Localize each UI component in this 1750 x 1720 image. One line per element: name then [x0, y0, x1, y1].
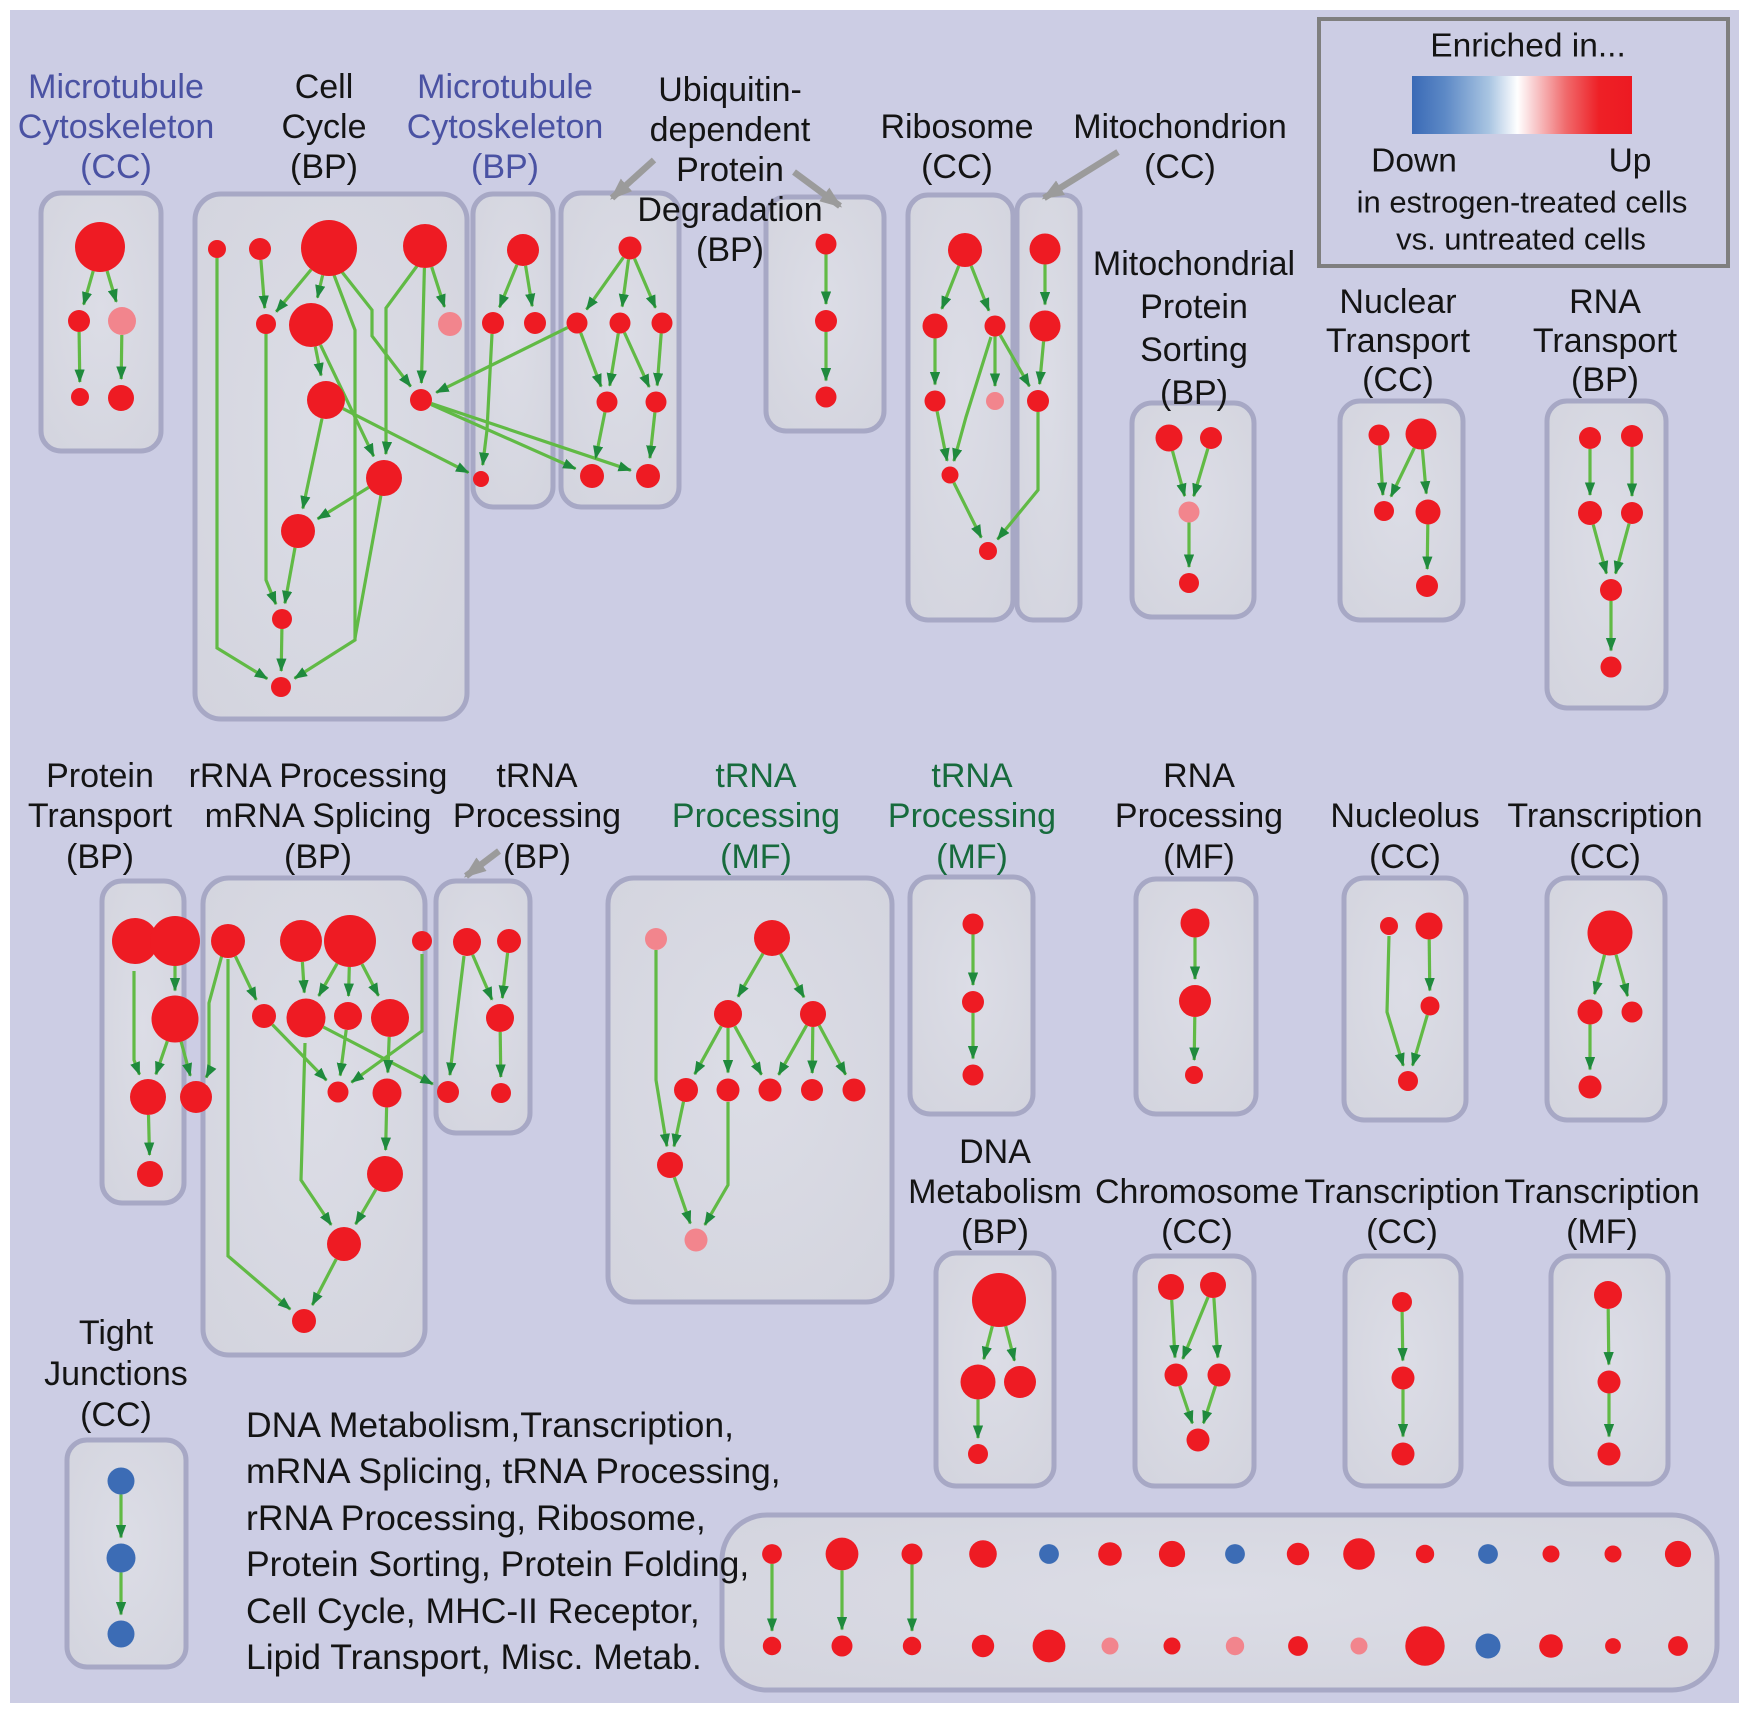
svg-text:Microtubule: Microtubule [417, 68, 593, 106]
svg-text:(CC): (CC) [80, 148, 152, 186]
svg-text:rRNA Processing: rRNA Processing [189, 757, 448, 795]
svg-text:Mitochondrial: Mitochondrial [1093, 245, 1295, 283]
svg-text:tRNA: tRNA [496, 757, 578, 795]
svg-text:DNA: DNA [959, 1133, 1031, 1171]
svg-text:Cell Cycle, MHC-II Receptor,: Cell Cycle, MHC-II Receptor, [246, 1591, 700, 1631]
svg-text:Mitochondrion: Mitochondrion [1073, 108, 1287, 146]
svg-text:(MF): (MF) [1566, 1213, 1638, 1251]
svg-text:rRNA Processing, Ribosome,: rRNA Processing, Ribosome, [246, 1498, 706, 1538]
svg-text:Processing: Processing [1115, 797, 1283, 835]
svg-text:DNA Metabolism,Transcription,: DNA Metabolism,Transcription, [246, 1405, 734, 1445]
svg-text:(BP): (BP) [503, 838, 571, 876]
svg-text:vs. untreated cells: vs. untreated cells [1396, 222, 1646, 257]
svg-text:Metabolism: Metabolism [908, 1173, 1082, 1211]
svg-text:Protein: Protein [46, 757, 154, 795]
svg-text:Nuclear: Nuclear [1339, 283, 1456, 321]
svg-text:(BP): (BP) [284, 838, 352, 876]
svg-text:RNA: RNA [1569, 283, 1641, 321]
svg-text:Processing: Processing [672, 797, 840, 835]
svg-text:Protein: Protein [676, 151, 784, 189]
svg-text:(CC): (CC) [1161, 1213, 1233, 1251]
svg-text:mRNA Splicing, tRNA Processing: mRNA Splicing, tRNA Processing, [246, 1451, 781, 1491]
svg-text:Processing: Processing [453, 797, 621, 835]
svg-text:(CC): (CC) [1362, 361, 1434, 399]
svg-text:(CC): (CC) [1366, 1213, 1438, 1251]
svg-text:Protein: Protein [1140, 288, 1248, 326]
svg-text:Sorting: Sorting [1140, 331, 1248, 369]
svg-text:Lipid Transport, Misc. Metab.: Lipid Transport, Misc. Metab. [246, 1637, 702, 1677]
svg-text:(CC): (CC) [921, 148, 993, 186]
svg-text:(BP): (BP) [290, 148, 358, 186]
svg-text:(CC): (CC) [1369, 838, 1441, 876]
svg-text:(MF): (MF) [1163, 838, 1235, 876]
svg-text:Tight: Tight [79, 1314, 154, 1352]
svg-text:in estrogen-treated cells: in estrogen-treated cells [1357, 185, 1688, 220]
svg-text:tRNA: tRNA [931, 757, 1013, 795]
svg-text:Transcription: Transcription [1304, 1173, 1499, 1211]
svg-text:(BP): (BP) [961, 1213, 1029, 1251]
svg-text:Ubiquitin-: Ubiquitin- [658, 71, 802, 109]
svg-text:RNA: RNA [1163, 757, 1235, 795]
svg-text:(MF): (MF) [936, 838, 1008, 876]
svg-text:Cytoskeleton: Cytoskeleton [407, 108, 604, 146]
svg-text:Up: Up [1609, 143, 1652, 180]
svg-text:Cytoskeleton: Cytoskeleton [18, 108, 215, 146]
svg-text:Nucleolus: Nucleolus [1330, 797, 1479, 835]
svg-text:Degradation: Degradation [637, 191, 822, 229]
svg-text:(BP): (BP) [1571, 361, 1639, 399]
svg-text:(BP): (BP) [696, 231, 764, 269]
svg-text:Cell: Cell [295, 68, 354, 106]
svg-text:Transcription: Transcription [1504, 1173, 1699, 1211]
svg-text:(CC): (CC) [1569, 838, 1641, 876]
svg-text:(CC): (CC) [80, 1396, 152, 1434]
svg-text:(BP): (BP) [66, 838, 134, 876]
svg-text:tRNA: tRNA [715, 757, 797, 795]
svg-text:Ribosome: Ribosome [880, 108, 1033, 146]
svg-text:Transport: Transport [28, 797, 173, 835]
svg-text:Down: Down [1371, 143, 1457, 180]
svg-text:Processing: Processing [888, 797, 1056, 835]
svg-text:Chromosome: Chromosome [1095, 1173, 1299, 1211]
svg-text:Protein Sorting, Protein Foldi: Protein Sorting, Protein Folding, [246, 1544, 749, 1584]
svg-text:Junctions: Junctions [44, 1355, 188, 1393]
svg-text:Transport: Transport [1326, 322, 1471, 360]
svg-text:Enriched in...: Enriched in... [1430, 28, 1626, 65]
svg-text:(MF): (MF) [720, 838, 792, 876]
svg-text:dependent: dependent [650, 111, 811, 149]
svg-text:Transport: Transport [1533, 322, 1678, 360]
svg-text:mRNA Splicing: mRNA Splicing [205, 797, 432, 835]
svg-text:Microtubule: Microtubule [28, 68, 204, 106]
svg-text:(BP): (BP) [471, 148, 539, 186]
svg-text:Transcription: Transcription [1507, 797, 1702, 835]
svg-text:(CC): (CC) [1144, 148, 1216, 186]
svg-text:Cycle: Cycle [281, 108, 366, 146]
svg-text:(BP): (BP) [1160, 374, 1228, 412]
